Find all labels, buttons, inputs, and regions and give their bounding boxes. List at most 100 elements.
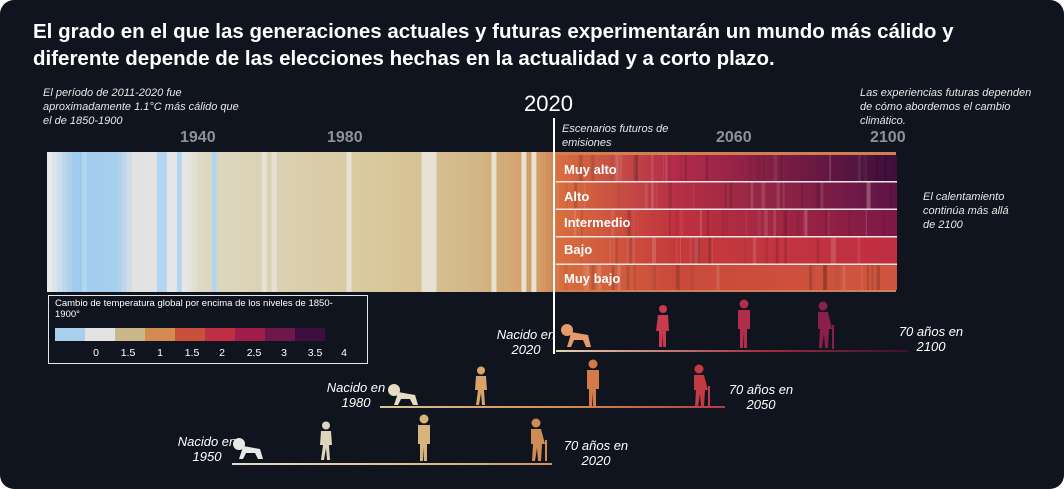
warming-stripe [206,152,213,292]
adult-icon [587,359,599,406]
warming-stripe [506,152,513,292]
warming-stripe [426,152,433,292]
elderly-icon [694,364,710,407]
scenario-stripe [693,182,696,209]
scenario-stripe [867,182,871,209]
legend-title: Cambio de temperatura global por encima … [55,298,333,320]
scenario-band [556,265,897,291]
scenario-stripe [656,182,658,209]
warming-stripe [226,152,233,292]
warming-stripe [131,152,138,292]
scenario-stripe [580,237,582,264]
lifeline-born-2020 [556,350,908,352]
scenario-stripe [796,210,800,236]
year-label-1940: 1940 [180,129,216,146]
scenario-label-muy-bajo: Muy bajo [564,271,621,286]
warming-stripe [461,152,468,292]
scenario-stripe [669,210,671,236]
scenario-stripe [676,210,678,236]
warming-stripe [61,152,68,292]
warming-stripe [246,152,253,292]
warming-stripe [386,152,393,292]
warming-stripe [411,152,418,292]
scenario-stripe [652,237,656,264]
scenario-divider [556,208,897,210]
scenario-stripe [749,182,751,209]
warming-stripe [96,152,103,292]
warming-stripe [406,152,413,292]
warming-stripe [121,152,128,292]
warming-stripe [511,152,518,292]
scenario-stripe [668,155,671,181]
warming-stripe [251,152,258,292]
warming-stripe [416,152,423,292]
baby-icon [233,438,263,459]
warming-stripe [496,152,503,292]
scenario-stripe [676,265,680,291]
warming-stripe [191,152,198,292]
scenario-stripe [613,237,615,264]
scenario-stripe [627,210,631,236]
scenario-stripe [750,182,754,209]
warming-stripe [521,152,528,292]
warming-stripe [336,152,343,292]
scenario-stripe [695,237,699,264]
warming-stripe [196,152,203,292]
scenario-stripe [566,182,568,209]
warming-stripe [491,152,498,292]
warming-stripe [71,152,78,292]
scenario-stripe [830,237,835,264]
scenario-stripe [833,237,837,264]
elderly-icon [818,301,834,349]
scenario-stripe [707,210,710,236]
scenario-stripe [752,237,757,264]
warming-stripe [346,152,353,292]
scenario-stripe [857,155,861,181]
warming-stripe [471,152,478,292]
scenario-stripe [818,182,822,209]
legend-swatch [115,328,145,341]
scenario-stripe [578,155,583,181]
scenario-stripe [776,182,780,209]
scenario-stripe [801,182,803,209]
warming-stripe [111,152,118,292]
warming-stripe [381,152,388,292]
scenario-stripe [809,265,813,291]
warming-stripe [546,152,552,292]
scenario-stripe [610,210,615,236]
legend-tick: 2.5 [246,347,262,359]
warming-stripe [281,152,288,292]
warming-stripe [261,152,268,292]
scenario-stripe [609,237,612,264]
scenario-stripe [612,265,615,291]
warming-stripe [501,152,508,292]
warming-stripe [466,152,473,292]
warming-stripe [436,152,443,292]
warming-stripe [306,152,313,292]
warming-stripe [86,152,93,292]
scenario-stripe [816,237,820,264]
scenario-stripe [803,210,808,236]
legend-tick: 1 [157,347,163,359]
legend-tick: 2 [219,347,225,359]
legend-tick: 1.5 [120,347,136,359]
scenario-stripe [649,182,651,209]
scenario-stripe [878,265,880,291]
legend-swatch [145,328,175,341]
elderly-icon [531,418,547,461]
scenario-stripe [633,210,635,236]
warming-stripe [106,152,113,292]
warming-stripe [231,152,238,292]
scenario-stripe [679,210,684,236]
legend-tick: 3 [281,347,287,359]
scenario-stripe [557,182,559,209]
warming-stripe [221,152,228,292]
scenario-stripe [729,182,733,209]
scenario-stripe [722,210,725,236]
scenario-stripe [689,237,692,264]
warming-stripe [356,152,363,292]
legend-swatch [55,328,85,341]
scenario-stripe [871,265,874,291]
warming-stripe [116,152,123,292]
year-label-2100: 2100 [870,129,906,146]
